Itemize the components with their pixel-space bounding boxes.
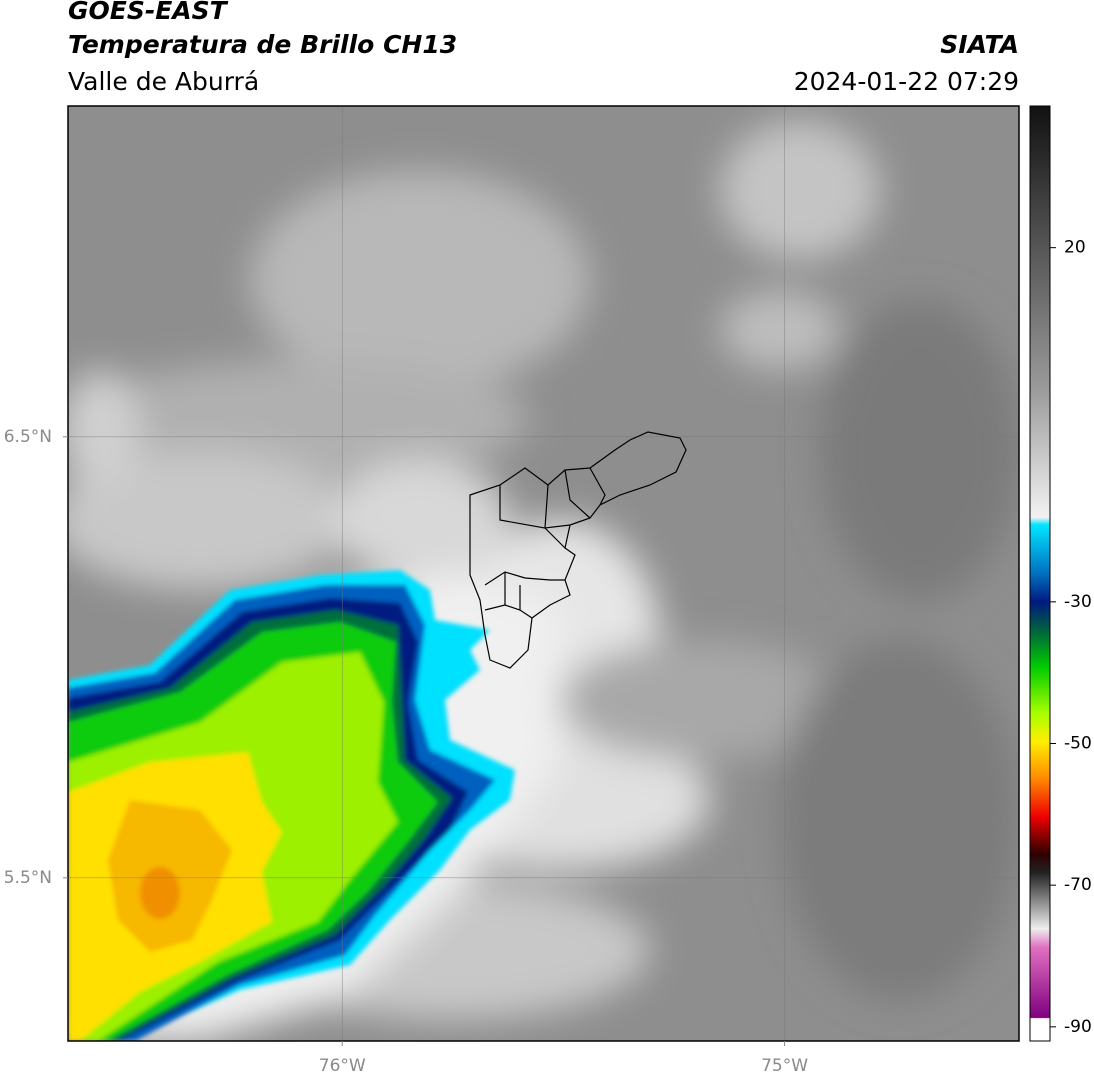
source: SIATA [940, 30, 1019, 59]
satellite-image [68, 106, 1019, 1041]
colorbar-tick-label: 20 [1064, 238, 1086, 258]
subtitle: Temperatura de Brillo CH13 [68, 30, 457, 59]
colorbar-tick-label: -90 [1064, 1017, 1092, 1037]
x-tick-label: 75°W [761, 1056, 808, 1076]
region: Valle de Aburrá [68, 67, 259, 96]
datetime: 2024-01-22 07:29 [794, 67, 1019, 96]
colorbar-tick-label: -50 [1064, 734, 1092, 754]
title: GOES-EAST [68, 0, 229, 25]
colorbar-tick-label: -30 [1064, 592, 1092, 612]
colorbar-tick-label: -70 [1064, 875, 1092, 895]
y-tick-label: 5.5°N [4, 868, 52, 888]
map-frame [67, 105, 1020, 1042]
gridlines [68, 106, 1019, 1041]
colorbar-ticks: 20 -30 -50 -70 -90 [1050, 238, 1092, 1037]
colorbar [1029, 105, 1051, 1042]
y-tick-label: 6.5°N [4, 427, 52, 447]
municipal-boundaries [469, 431, 687, 669]
x-tick-label: 76°W [319, 1056, 366, 1076]
map-ticks: 76°W 75°W 5.5°N 6.5°N [4, 427, 808, 1076]
